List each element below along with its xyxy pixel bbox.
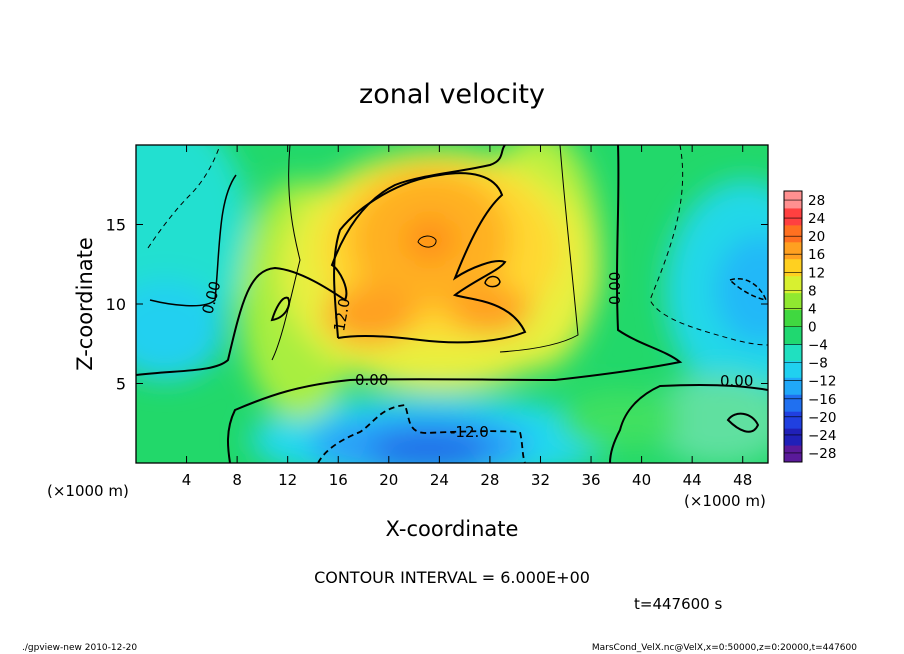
contour-12-outer: [333, 172, 527, 344]
time-text: t=447600 s: [634, 595, 722, 613]
colorbar-tick-label: −20: [808, 410, 837, 426]
contour-zero-right: [227, 145, 683, 463]
contour-label: 0.00: [720, 372, 753, 390]
y-tick-label: 5: [116, 375, 126, 394]
colorbar-tick-label: 16: [808, 247, 825, 263]
colorbar-swatch: [784, 224, 802, 243]
x-tick-label: 28: [480, 471, 499, 489]
x-tick-label: 36: [581, 471, 600, 489]
y-unit-note: (×1000 m): [47, 482, 129, 500]
contour-lines: [136, 145, 768, 463]
contour-neg-right-small: [728, 278, 768, 301]
colorbar-tick-label: −24: [808, 428, 837, 444]
colorbar-swatch: [784, 326, 802, 344]
colorbar-swatch: [784, 309, 802, 327]
colorbar-swatch: [784, 377, 802, 395]
colorbar-tick-label: 28: [808, 193, 825, 209]
contour-island-b: [417, 235, 437, 248]
colorbar-swatch: [784, 241, 802, 260]
colorbar-tick-label: −12: [808, 374, 837, 390]
x-tick-label: 32: [531, 471, 550, 489]
colorbar-swatch: [784, 207, 802, 226]
colorbar-tick-label: 8: [808, 283, 817, 299]
x-tick-label: 16: [329, 471, 348, 489]
x-tick-label: 20: [379, 471, 398, 489]
footer-right: MarsCond_VelX.nc@VelX,x=0:50000,z=0:2000…: [592, 643, 857, 653]
x-unit-note: (×1000 m): [684, 492, 766, 510]
x-tick-label: 44: [683, 471, 702, 489]
colorbar-swatch: [784, 428, 802, 446]
y-axis-label: Z-coordinate: [73, 237, 97, 371]
contour-labels: 0.00 0.00 0.00 0.00 12.0 -12.0: [198, 272, 753, 441]
colorbar-tick-label: 4: [808, 301, 817, 317]
contour-zero-left: [149, 174, 237, 307]
contour-pos-thin-right: [499, 145, 579, 353]
contour-minus12: [317, 404, 526, 463]
colorbar-swatch: [784, 275, 802, 294]
x-tick-label: 40: [632, 471, 651, 489]
contour-label: 0.00: [606, 272, 624, 305]
x-tick-label: 8: [232, 471, 242, 489]
chart-title: zonal velocity: [359, 79, 545, 110]
contour-pos-thin: [271, 145, 301, 361]
colorbar-tick-label: 24: [808, 211, 825, 227]
colorbar-tick-label: −8: [808, 356, 828, 372]
footer-left: ./gpview-new 2010-12-20: [22, 643, 137, 653]
colorbar-swatch: [784, 445, 802, 463]
colorbar-tick-label: −28: [808, 446, 837, 462]
x-axis-ticks: 4 8 12 16 20 24 28 32 36 40 44 48: [182, 145, 752, 489]
contour-label: 0.00: [355, 371, 388, 389]
colorbar-tick-label: 12: [808, 265, 825, 281]
x-tick-label: 24: [430, 471, 449, 489]
colorbar-swatch: [784, 191, 802, 209]
colorbar-swatch: [784, 411, 802, 429]
y-axis-ticks: 5 10 15: [106, 216, 768, 394]
colorbar: 28 24 20 16 12 8 4 0 −4 −8 −12 −16 −20 −24 −28: [783, 190, 837, 463]
x-tick-label: 4: [182, 471, 192, 489]
colorbar-swatch: [784, 343, 802, 361]
contour-interval-text: CONTOUR INTERVAL = 6.000E+00: [314, 568, 590, 587]
contour-neg-left: [147, 145, 221, 249]
y-tick-label: 15: [106, 216, 126, 235]
contour-zero-main: [136, 145, 506, 376]
contour-island-a: [270, 296, 291, 322]
colorbar-tick-label: 0: [808, 320, 817, 336]
colorbar-swatch: [784, 258, 802, 277]
contour-island-c: [484, 275, 501, 288]
colorbar-swatch: [784, 394, 802, 412]
plot-area: [136, 145, 768, 463]
x-tick-label: 12: [278, 471, 297, 489]
colorbar-tick-label: 20: [808, 229, 825, 245]
contour-neg-right: [649, 145, 768, 346]
x-tick-label: 48: [733, 471, 752, 489]
contour-small-lower-right: [726, 412, 760, 433]
contour-label: -12.0: [450, 423, 489, 441]
colorbar-tick-label: −4: [808, 338, 828, 354]
colorbar-swatch: [784, 360, 802, 378]
contour-zero-lower: [609, 384, 768, 463]
colorbar-tick-label: −16: [808, 392, 837, 408]
y-tick-label: 10: [106, 295, 126, 314]
x-axis-label: X-coordinate: [386, 517, 519, 541]
contour-label: 12.0: [330, 297, 354, 333]
colorbar-swatch: [784, 292, 802, 311]
